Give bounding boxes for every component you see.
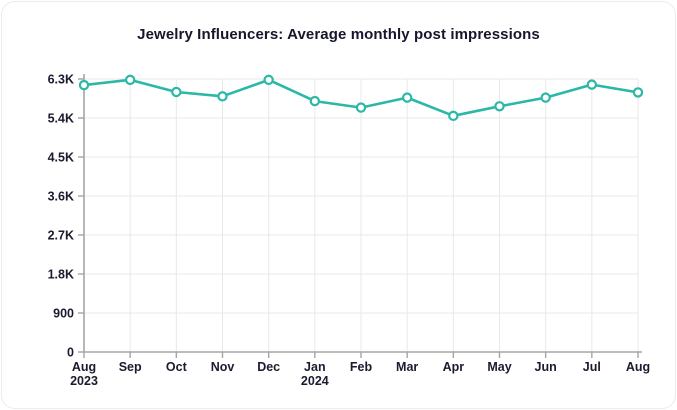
y-axis-label: 5.4K <box>48 112 74 126</box>
data-point <box>355 102 367 113</box>
y-axis-label: 3.6K <box>48 190 74 204</box>
data-point <box>309 95 321 107</box>
x-axis-label: Sep <box>119 360 142 374</box>
data-point <box>586 79 598 90</box>
x-axis-label: Aug <box>72 360 96 374</box>
x-axis-label: Oct <box>166 360 188 374</box>
data-point <box>540 92 551 103</box>
y-axis-label: 4.5K <box>48 151 74 165</box>
x-axis-label: Mar <box>396 360 418 374</box>
data-point <box>171 86 182 98</box>
x-axis-label: May <box>487 360 511 374</box>
y-axis-label: 6.3K <box>48 73 74 87</box>
x-axis-label: Dec <box>257 360 280 374</box>
x-axis-label: Aug <box>626 360 650 374</box>
data-point <box>401 92 413 103</box>
x-axis-label: Jun <box>535 360 557 374</box>
x-axis-label: Nov <box>211 360 235 374</box>
x-axis-label: Jan <box>304 360 326 374</box>
y-axis-label: 2.7K <box>48 229 74 243</box>
chart-title: Jewelry Influencers: Average monthly pos… <box>137 26 540 43</box>
x-axis-year-label: 2023 <box>70 374 98 388</box>
x-axis-year-label: 2024 <box>301 374 329 388</box>
data-point <box>448 110 459 122</box>
data-point <box>124 74 136 86</box>
y-axis-label: 900 <box>53 307 74 321</box>
x-axis-label: Jul <box>583 360 601 374</box>
data-point <box>494 101 505 112</box>
x-axis-label: Feb <box>350 360 373 374</box>
data-point <box>632 87 644 98</box>
y-axis-label: 0 <box>67 346 74 360</box>
y-axis-label: 1.8K <box>48 268 74 282</box>
data-point <box>78 79 90 91</box>
data-point <box>217 91 228 102</box>
x-axis-label: Apr <box>443 360 465 374</box>
data-point <box>263 74 274 86</box>
